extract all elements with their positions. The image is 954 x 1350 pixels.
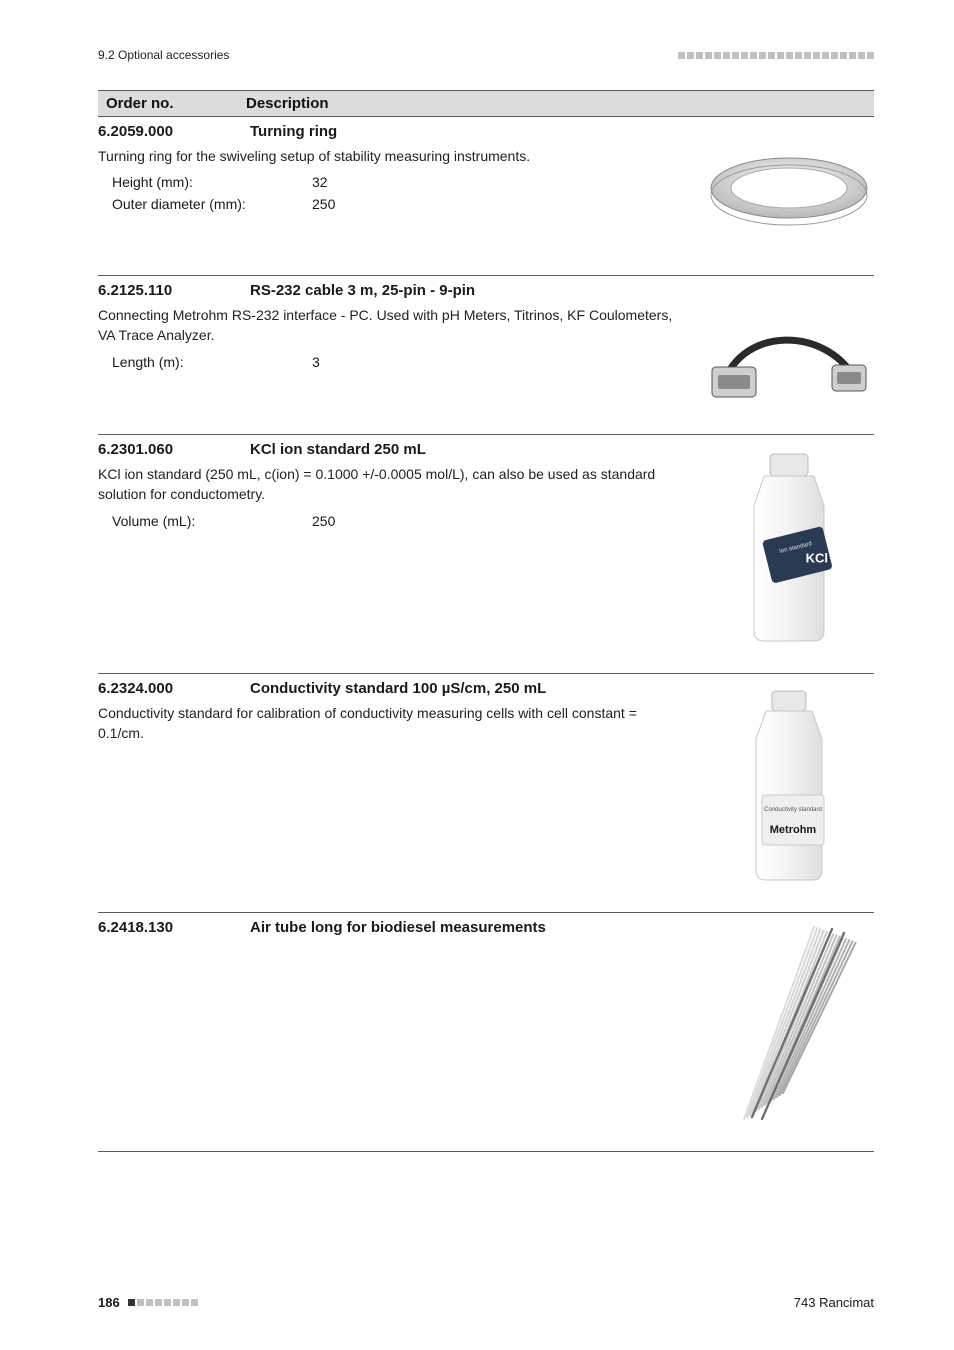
entry-description: Connecting Metrohm RS-232 interface - PC…: [98, 305, 684, 346]
thumbnail: Ion standard KCl: [704, 441, 874, 651]
entry-title: Turning ring: [250, 123, 337, 140]
entry-title: Conductivity standard 100 µS/cm, 250 mL: [250, 680, 546, 697]
page-number: 186: [98, 1295, 120, 1310]
footer-ornament: [128, 1299, 198, 1306]
spec-key: Length (m):: [112, 352, 312, 374]
svg-text:KCl: KCl: [806, 550, 828, 565]
doc-title: 743 Rancimat: [794, 1295, 874, 1310]
table-header: Order no. Description: [98, 90, 874, 117]
order-number: 6.2059.000: [98, 123, 220, 140]
spec-key: Outer diameter (mm):: [112, 194, 312, 216]
thumbnail: Conductivity standard Metrohm: [704, 680, 874, 890]
col-desc-header: Description: [246, 95, 866, 112]
entry-description: Turning ring for the swiveling setup of …: [98, 146, 684, 166]
spec-row: Length (m): 3: [112, 352, 684, 374]
catalog-entry: 6.2059.000 Turning ring Turning ring for …: [98, 117, 874, 276]
catalog-entry: 6.2125.110 RS-232 cable 3 m, 25-pin - 9-…: [98, 276, 874, 435]
svg-text:Metrohm: Metrohm: [770, 824, 817, 836]
spec-value: 250: [312, 511, 335, 533]
entry-title: RS-232 cable 3 m, 25-pin - 9-pin: [250, 282, 475, 299]
svg-text:Conductivity standard: Conductivity standard: [764, 807, 822, 813]
section-label: 9.2 Optional accessories: [98, 48, 229, 62]
page-footer: 186 743 Rancimat: [98, 1295, 874, 1310]
catalog-entry: 6.2301.060 KCl ion standard 250 mL KCl io…: [98, 435, 874, 674]
order-number: 6.2125.110: [98, 282, 220, 299]
spec-value: 250: [312, 194, 335, 216]
header-ornament: [678, 52, 874, 59]
catalog-entry: 6.2418.130 Air tube long for biodiesel m…: [98, 913, 874, 1152]
entry-description: Conductivity standard for calibration of…: [98, 703, 684, 744]
entry-title: Air tube long for biodiesel measurements: [250, 919, 546, 936]
spec-key: Height (mm):: [112, 172, 312, 194]
running-header: 9.2 Optional accessories: [98, 48, 874, 62]
spec-row: Outer diameter (mm): 250: [112, 194, 684, 216]
entry-description: KCl ion standard (250 mL, c(ion) = 0.100…: [98, 464, 684, 505]
order-number: 6.2301.060: [98, 441, 220, 458]
catalog-entry: 6.2324.000 Conductivity standard 100 µS/…: [98, 674, 874, 913]
thumbnail: [704, 123, 874, 253]
spec-row: Height (mm): 32: [112, 172, 684, 194]
col-order-header: Order no.: [106, 95, 246, 112]
thumbnail: [704, 919, 874, 1129]
order-number: 6.2324.000: [98, 680, 220, 697]
spec-value: 32: [312, 172, 328, 194]
spec-row: Volume (mL): 250: [112, 511, 684, 533]
spec-value: 3: [312, 352, 320, 374]
thumbnail: [704, 282, 874, 412]
entry-title: KCl ion standard 250 mL: [250, 441, 426, 458]
order-number: 6.2418.130: [98, 919, 220, 936]
spec-key: Volume (mL):: [112, 511, 312, 533]
